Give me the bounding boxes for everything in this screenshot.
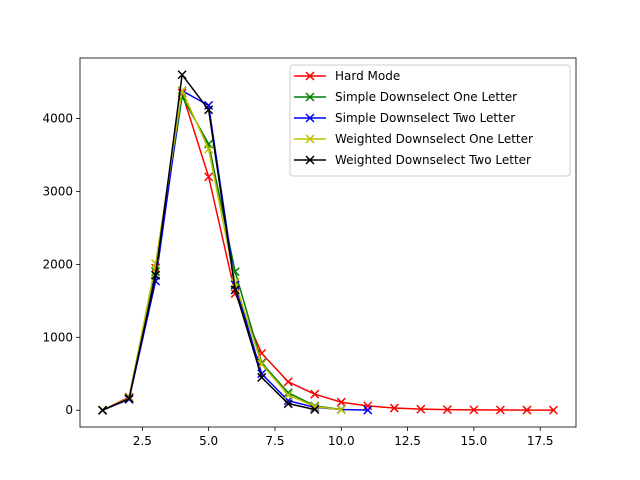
data-point [204, 105, 214, 115]
data-point [469, 405, 479, 415]
x-tick-label: 7.5 [265, 434, 284, 448]
legend-label: Simple Downselect One Letter [335, 90, 517, 104]
data-point [204, 172, 214, 182]
data-point [389, 403, 399, 413]
legend-entry-2: Simple Downselect One Letter [294, 90, 517, 104]
axes-frame [79, 57, 577, 428]
x-tick-label: 12.5 [394, 434, 421, 448]
legend: Hard Mode Simple Downselect One Letter Sim… [289, 64, 571, 177]
legend-label: Simple Downselect Two Letter [335, 111, 515, 125]
legend-entry-4: Weighted Downselect One Letter [294, 132, 533, 146]
y-tick-label: 1000 [42, 330, 73, 344]
x-tick-label: 17.5 [527, 434, 554, 448]
data-point [495, 405, 505, 415]
data-point [442, 405, 452, 415]
legend-label: Weighted Downselect One Letter [335, 132, 533, 146]
legend-label: Weighted Downselect Two Letter [335, 153, 531, 167]
data-point [204, 144, 214, 154]
legend-label: Hard Mode [335, 69, 400, 83]
series-line [102, 90, 342, 411]
x-tick-label: 5.0 [199, 434, 218, 448]
legend-entry-1: Hard Mode [294, 69, 400, 83]
data-point [363, 405, 373, 415]
series-layer [98, 70, 558, 415]
y-tick-label: 2000 [42, 257, 73, 271]
x-tick-label: 15.0 [461, 434, 488, 448]
legend-box [289, 64, 571, 177]
data-point [283, 399, 293, 409]
data-point [230, 285, 240, 295]
data-point [522, 405, 532, 415]
x-tick-label: 2.5 [133, 434, 152, 448]
legend-marker [305, 71, 315, 81]
data-point [124, 394, 134, 404]
y-tick-label: 0 [65, 403, 73, 417]
data-point [177, 70, 187, 80]
x-tick-label: 10.0 [328, 434, 355, 448]
data-point [416, 404, 426, 414]
data-point [548, 405, 558, 415]
data-point [363, 401, 373, 411]
data-point [336, 397, 346, 407]
data-point [257, 372, 267, 382]
series-5 [98, 70, 320, 415]
data-point [283, 390, 293, 400]
data-point [310, 389, 320, 399]
legend-entry-3: Simple Downselect Two Letter [294, 111, 515, 125]
legend-entry-5: Weighted Downselect Two Letter [294, 153, 531, 167]
data-point [230, 278, 240, 288]
data-point [151, 270, 161, 280]
data-point [151, 259, 161, 269]
legend-marker [305, 92, 315, 102]
y-tick-label: 4000 [42, 112, 73, 126]
y-tick-label: 3000 [42, 184, 73, 198]
legend-marker [305, 113, 315, 123]
legend-marker [305, 134, 315, 144]
axes-layer: 2.5 5.0 7.5 10.0 12.5 15.0 17.5 0 1000 2000 3000 40… [42, 57, 577, 448]
data-point [98, 405, 108, 415]
data-point [336, 405, 346, 415]
data-point [310, 404, 320, 415]
legend-marker [305, 155, 315, 165]
data-point [283, 377, 293, 387]
